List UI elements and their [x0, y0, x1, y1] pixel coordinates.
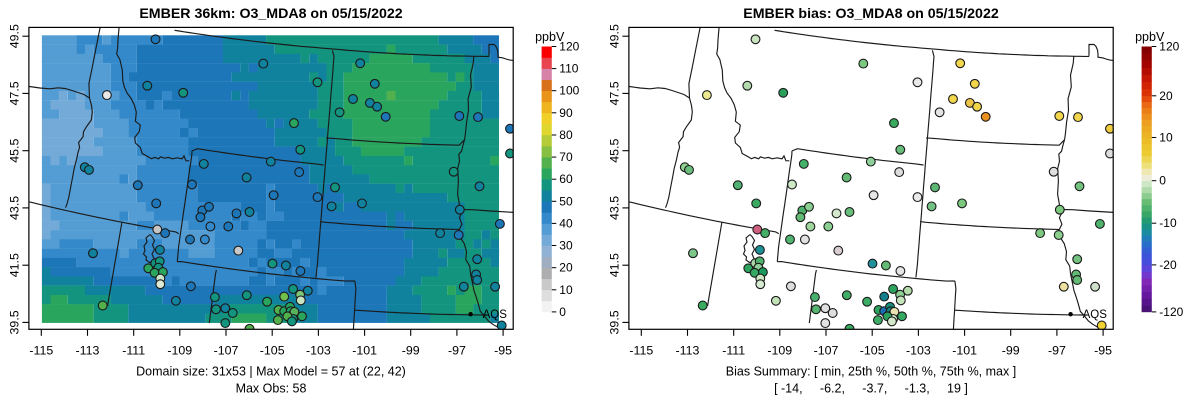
svg-text:-103: -103	[306, 344, 331, 358]
svg-text:120: 120	[1159, 40, 1179, 54]
svg-text:120: 120	[559, 40, 579, 54]
svg-text:Domain size: 31x53 | Max Model: Domain size: 31x53 | Max Model = 57 at (…	[136, 365, 406, 379]
svg-text:100: 100	[559, 84, 579, 98]
svg-text:90: 90	[559, 106, 573, 120]
svg-text:-101: -101	[952, 344, 977, 358]
svg-text:-109: -109	[167, 344, 192, 358]
svg-text:EMBER 36km: O3_MDA8 on 05/15/2: EMBER 36km: O3_MDA8 on 05/15/2022	[139, 6, 402, 22]
svg-text:70: 70	[559, 150, 573, 164]
svg-text:Max Obs: 58: Max Obs: 58	[236, 382, 307, 396]
svg-text:-107: -107	[214, 344, 239, 358]
svg-text:EMBER bias: O3_MDA8 on 05/15/2: EMBER bias: O3_MDA8 on 05/15/2022	[743, 6, 999, 22]
svg-text:47.5: 47.5	[607, 81, 621, 105]
svg-text:[ -14, -6.2, -3.7,: [ -14, -6.2, -3.7, -1.3, 19 ]	[774, 382, 968, 396]
svg-text:47.5: 47.5	[7, 81, 21, 105]
svg-text:45.5: 45.5	[607, 139, 621, 163]
svg-text:-97: -97	[448, 344, 466, 358]
svg-text:30: 30	[559, 239, 573, 253]
svg-text:50: 50	[559, 194, 573, 208]
svg-text:-105: -105	[860, 344, 885, 358]
svg-text:39.5: 39.5	[607, 310, 621, 334]
svg-text:0: 0	[559, 305, 566, 319]
svg-text:-95: -95	[494, 344, 512, 358]
svg-text:49.5: 49.5	[607, 24, 621, 48]
svg-text:41.5: 41.5	[607, 253, 621, 277]
svg-text:-105: -105	[260, 344, 285, 358]
svg-text:60: 60	[559, 172, 573, 186]
svg-text:-99: -99	[402, 344, 420, 358]
svg-text:-103: -103	[906, 344, 931, 358]
svg-text:-113: -113	[676, 344, 700, 358]
svg-text:39.5: 39.5	[7, 310, 21, 334]
svg-text:110: 110	[559, 62, 578, 76]
svg-text:-113: -113	[76, 344, 100, 358]
svg-text:80: 80	[559, 128, 573, 142]
svg-text:ppbV: ppbV	[1135, 30, 1165, 44]
svg-text:AQS: AQS	[483, 309, 508, 321]
svg-text:-95: -95	[1094, 344, 1112, 358]
svg-text:10: 10	[1159, 131, 1173, 145]
svg-text:-107: -107	[814, 344, 839, 358]
svg-text:41.5: 41.5	[7, 253, 21, 277]
svg-text:40: 40	[559, 216, 573, 230]
svg-text:20: 20	[559, 261, 573, 275]
svg-text:-10: -10	[1159, 216, 1177, 230]
svg-text:43.5: 43.5	[7, 196, 21, 220]
svg-text:-109: -109	[767, 344, 792, 358]
svg-text:-115: -115	[29, 344, 53, 358]
svg-text:AQS: AQS	[1083, 309, 1108, 321]
svg-text:ppbV: ppbV	[535, 30, 565, 44]
svg-text:-20: -20	[1159, 258, 1177, 272]
svg-text:49.5: 49.5	[7, 24, 21, 48]
svg-text:10: 10	[559, 283, 573, 297]
svg-text:-101: -101	[352, 344, 377, 358]
svg-text:45.5: 45.5	[7, 139, 21, 163]
svg-text:-111: -111	[722, 344, 745, 358]
svg-text:-115: -115	[629, 344, 653, 358]
svg-text:-99: -99	[1002, 344, 1020, 358]
svg-text:-97: -97	[1048, 344, 1066, 358]
svg-text:Bias Summary: [ min, 25th %, 5: Bias Summary: [ min, 25th %, 50th %, 75t…	[726, 365, 1016, 379]
svg-text:43.5: 43.5	[607, 196, 621, 220]
svg-text:0: 0	[1159, 174, 1166, 188]
svg-text:-120: -120	[1159, 305, 1183, 319]
svg-text:-111: -111	[122, 344, 145, 358]
svg-text:20: 20	[1159, 89, 1173, 103]
